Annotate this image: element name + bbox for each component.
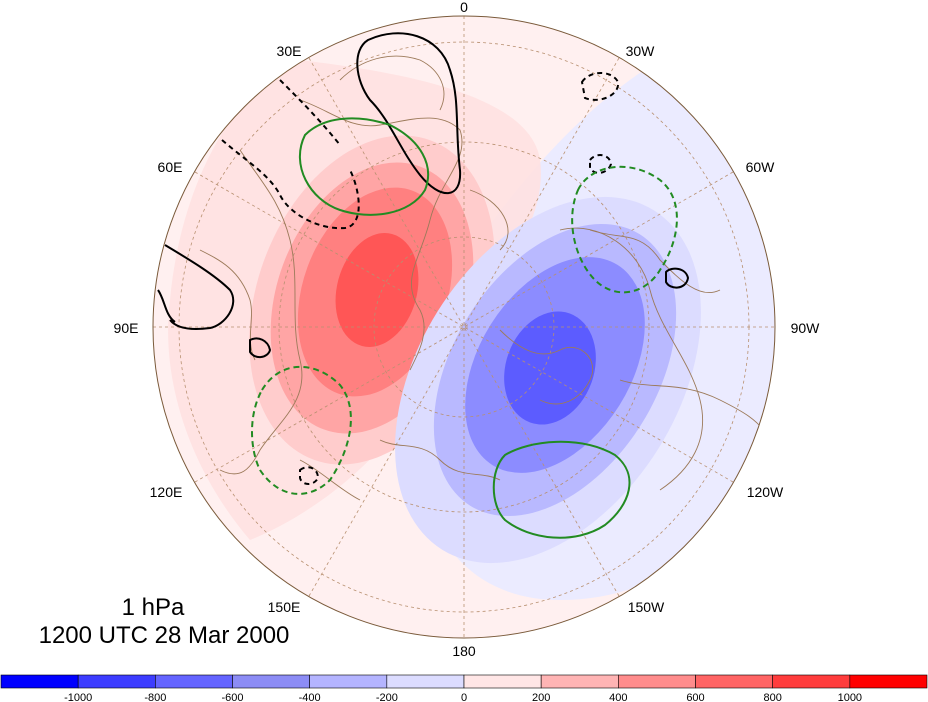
lon-label-30w: 30W [626,43,656,59]
colorbar-label: -400 [299,692,321,702]
green-solid-contour-south [492,440,631,539]
lon-label-150e: 150E [268,599,301,615]
green-dashed-contour-east [571,165,678,294]
lon-label-30e: 30E [277,43,302,59]
colorbar-swatch [0,674,79,689]
colorbar-label: -600 [221,692,243,702]
black-dashed-contour-west [221,79,360,230]
black-dashed-contour-ne2 [589,154,613,174]
colorbar-label: 200 [532,692,550,702]
colorbar-label: 0 [461,692,467,702]
colorbar-swatch [77,674,156,689]
coastlines [199,55,771,501]
colorbar-label: -200 [376,692,398,702]
colorbar-label: 600 [686,692,704,702]
colorbar-swatch [155,674,233,689]
colorbar-label: 1000 [838,692,862,702]
colorbar-swatch [849,674,928,689]
colorbar-swatch [618,674,696,689]
black-solid-contour-small [249,337,272,358]
colorbar-swatch [695,674,773,689]
map-boundary [152,15,776,639]
lon-label-90e: 90E [114,320,139,336]
caption-level: 1 hPa [121,594,185,621]
colorbar-swatch [540,674,619,689]
lon-label-120e: 120E [150,484,183,500]
colorbar-label: -1000 [64,692,92,702]
lon-label-60w: 60W [746,159,776,175]
lon-label-180: 180 [452,643,476,659]
lon-label-150w: 150W [628,599,665,615]
colorbar-swatch [232,674,310,689]
colorbar-label: -800 [144,692,166,702]
black-solid-contour-north [356,32,462,195]
lon-label-0: 0 [460,0,468,15]
colorbar-label: 800 [763,692,781,702]
black-dashed-contour-ne [580,72,620,101]
black-solid-contour-east [665,267,690,289]
colorbar-label: 400 [609,692,627,702]
longitude-labels: 0 30W 60W 90W 120W 150W 180 150E 120E 90… [114,0,821,659]
lon-label-120w: 120W [747,484,784,500]
colorbar-swatch [309,674,388,689]
lon-label-60e: 60E [158,159,183,175]
black-solid-contour-west [157,244,235,330]
green-dashed-contour-west [251,365,352,495]
lon-label-90w: 90W [791,320,821,336]
negative-800 [504,311,596,425]
colorbar-swatch [386,674,465,689]
caption-time: 1200 UTC 28 Mar 2000 [38,622,290,649]
green-solid-contour-north [299,117,430,216]
positive-800 [335,233,419,347]
colorbar-swatch [772,674,851,689]
colorbar-swatch [463,674,542,689]
contours [157,32,690,539]
